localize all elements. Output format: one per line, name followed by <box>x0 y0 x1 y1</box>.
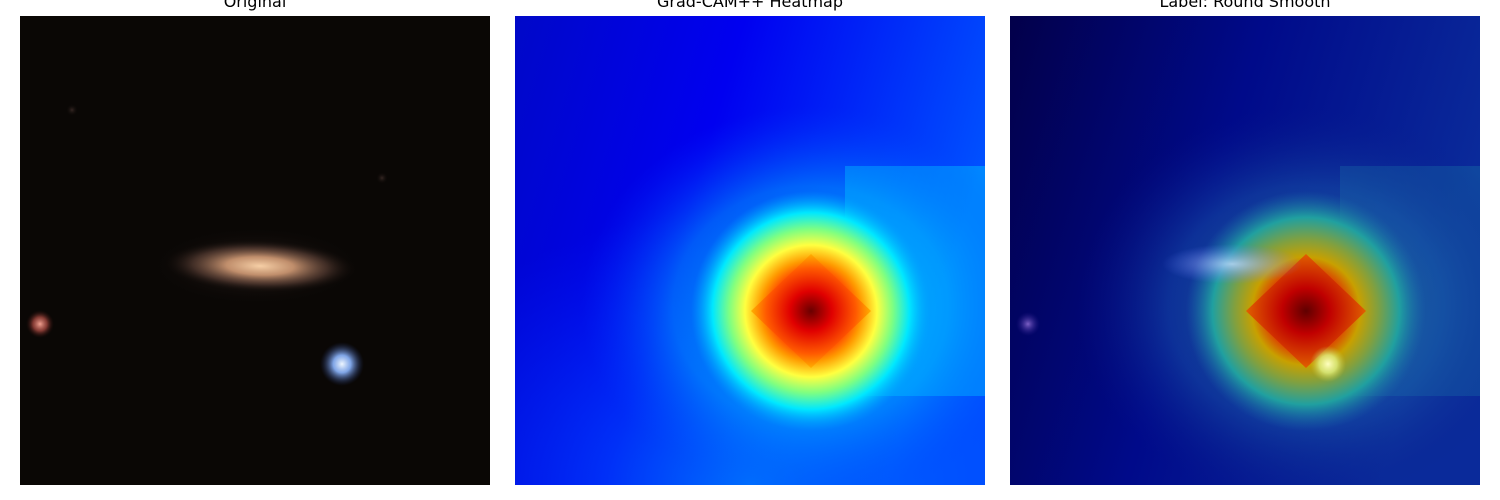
heatmap-peak <box>751 254 871 368</box>
faint-star <box>66 104 78 116</box>
original-title: Original <box>223 0 287 11</box>
faint-star <box>376 172 388 184</box>
overlay-panel <box>1010 16 1480 485</box>
original-image-panel <box>20 16 490 485</box>
heatmap-overlay-image <box>1010 16 1480 485</box>
heatmap-panel <box>515 16 985 485</box>
red-star <box>26 310 54 338</box>
overlay-peak <box>1246 254 1366 368</box>
overlay-blue-star <box>1310 346 1346 382</box>
overlay-galaxy <box>1162 244 1302 284</box>
galaxy <box>164 239 356 293</box>
overlay-red-star <box>1016 312 1040 336</box>
gradcam-heatmap-image <box>515 16 985 485</box>
heatmap-title: Grad-CAM++ Heatmap <box>656 0 844 11</box>
overlay-title: Label: Round Smooth <box>1159 0 1331 11</box>
original-galaxy-image <box>20 16 490 485</box>
blue-star <box>320 342 364 386</box>
